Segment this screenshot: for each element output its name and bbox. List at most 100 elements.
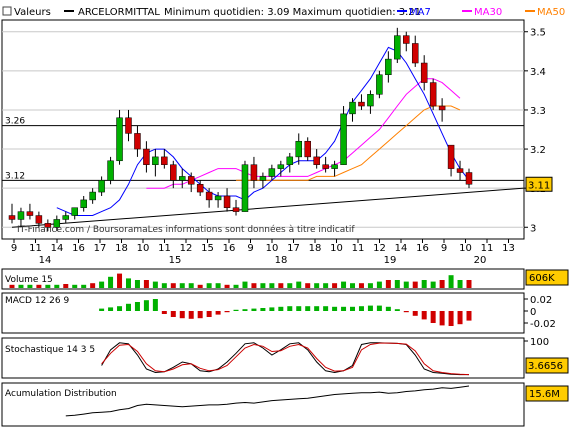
volume-bar bbox=[215, 283, 221, 288]
macd-bar bbox=[287, 306, 293, 311]
ma50-swatch bbox=[525, 10, 535, 12]
volume-bar bbox=[341, 281, 347, 288]
volume-bar bbox=[125, 278, 131, 288]
volume-bar bbox=[99, 281, 105, 288]
symbol-name: ARCELORMITTAL bbox=[78, 7, 160, 18]
volume-bar bbox=[323, 283, 329, 288]
macd-bar bbox=[457, 311, 463, 325]
trendline bbox=[11, 187, 525, 228]
volume-bar bbox=[108, 276, 114, 288]
stochastic-series-line bbox=[101, 342, 470, 376]
candle-body bbox=[152, 156, 159, 165]
candle-body bbox=[116, 117, 123, 162]
candle-body bbox=[80, 199, 87, 208]
macd-bar bbox=[323, 306, 329, 311]
x-tick-label: 16 bbox=[223, 243, 236, 254]
x-tick-label: 10 bbox=[330, 243, 343, 254]
candle-body bbox=[456, 168, 464, 173]
y-tick-label: 3.5 bbox=[530, 28, 546, 39]
stochastic-value-badge bbox=[525, 357, 569, 374]
x-tick-label: 10 bbox=[459, 243, 472, 254]
volume-bar bbox=[439, 280, 445, 288]
macd-bar bbox=[305, 306, 311, 311]
volume-bar bbox=[367, 283, 373, 288]
date-x-axis: 9 11 14 16 17 18 10 11 12 15 16 9 10 17 18 10 11 12 14 16 9 1… bbox=[11, 239, 515, 266]
candle-body bbox=[295, 140, 302, 158]
volume-value-badge bbox=[525, 269, 569, 286]
macd-y-axis: 0.020-0.02 bbox=[524, 295, 556, 330]
volume-bar bbox=[161, 283, 167, 288]
x-tick-label: 9 bbox=[441, 243, 447, 254]
volume-bar bbox=[457, 280, 463, 288]
candle-body bbox=[286, 156, 294, 165]
candle-body bbox=[411, 43, 419, 64]
volume-bar bbox=[278, 283, 284, 288]
x-tick-label: 16 bbox=[416, 243, 429, 254]
ma7-swatch bbox=[397, 10, 407, 12]
x-tick-label: 13 bbox=[502, 243, 515, 254]
candle-body bbox=[241, 164, 249, 212]
x-tick-label: 17 bbox=[94, 243, 107, 254]
macd-bar bbox=[350, 306, 356, 311]
volume-bar bbox=[242, 281, 248, 288]
x-tick-label: 18 bbox=[115, 243, 128, 254]
macd-panel bbox=[1, 292, 525, 334]
candle-body bbox=[304, 140, 311, 158]
volume-bar bbox=[45, 284, 51, 288]
candle-body bbox=[98, 180, 105, 193]
candle-body bbox=[8, 215, 16, 220]
candle-body bbox=[89, 191, 96, 201]
x-tick-label: 17 bbox=[287, 243, 300, 254]
x-tick-label: 18 bbox=[309, 243, 322, 254]
macd-bar bbox=[269, 307, 275, 311]
volume-bar bbox=[9, 284, 15, 288]
volume-bar bbox=[233, 284, 239, 288]
candle-body bbox=[53, 219, 61, 228]
y-tick-label: 3.3 bbox=[530, 106, 546, 117]
candle-body bbox=[125, 117, 132, 134]
macd-bar bbox=[206, 311, 212, 317]
candle-body bbox=[420, 62, 428, 83]
y-tick-label: 3.2 bbox=[530, 145, 546, 156]
candle-body bbox=[340, 113, 347, 165]
volume-bar bbox=[448, 275, 454, 288]
source-watermark: IT-Finance.com / BoursoramaLes informati… bbox=[17, 224, 355, 235]
ma30-label: MA30 bbox=[474, 7, 502, 18]
daily-min-max: Minimum quotidien: 3.09 Maximum quotidie… bbox=[164, 7, 421, 18]
x-period-label: 19 bbox=[384, 255, 397, 266]
candle-body bbox=[232, 207, 240, 212]
candle-body bbox=[277, 164, 285, 169]
macd-bar bbox=[341, 306, 347, 311]
volume-bar bbox=[72, 284, 78, 288]
ma50-line bbox=[236, 105, 461, 181]
volume-bar bbox=[260, 283, 266, 288]
volume-bar bbox=[63, 284, 69, 288]
candle-body bbox=[349, 101, 356, 115]
symbol-legend-swatch bbox=[64, 10, 74, 12]
macd-bar bbox=[197, 311, 203, 319]
macd-bar bbox=[403, 311, 409, 313]
volume-bar bbox=[134, 280, 140, 288]
candle-body bbox=[35, 215, 43, 224]
macd-bar bbox=[260, 308, 266, 311]
ma7-label: MA7 bbox=[409, 7, 431, 18]
candle-body bbox=[403, 35, 410, 44]
last-price-badge bbox=[525, 176, 553, 192]
x-tick-label: 11 bbox=[158, 243, 171, 254]
valeurs-checkbox[interactable] bbox=[2, 6, 12, 16]
volume-bar bbox=[36, 284, 42, 288]
volume-bar bbox=[117, 273, 123, 288]
x-tick-label: 11 bbox=[481, 243, 494, 254]
macd-bar bbox=[152, 299, 158, 311]
macd-bar bbox=[430, 311, 436, 323]
volume-bar bbox=[287, 283, 293, 288]
macd-bar bbox=[179, 311, 185, 319]
accumulation-panel bbox=[1, 382, 525, 427]
macd-bar bbox=[143, 300, 149, 311]
macd-bar bbox=[251, 308, 257, 311]
accumulation-title: Acumulation Distribution bbox=[5, 389, 117, 399]
macd-bar bbox=[278, 306, 284, 311]
candle-body bbox=[358, 101, 365, 107]
price-y-axis: 3.53.43.33.23.133.11 bbox=[524, 28, 553, 234]
x-tick-label: 11 bbox=[352, 243, 365, 254]
